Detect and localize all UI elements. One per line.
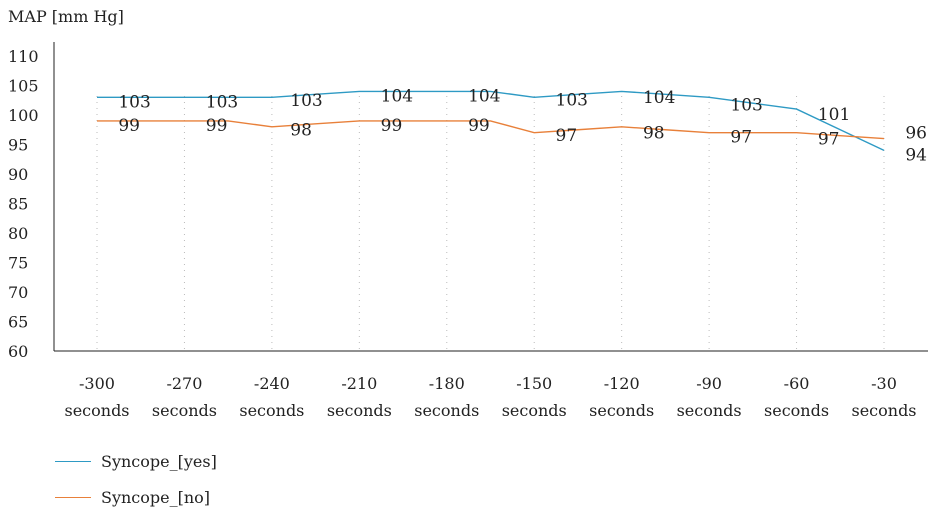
legend-item-syncope-no: Syncope_[no] bbox=[55, 486, 217, 508]
y-tick-label: 85 bbox=[8, 195, 28, 214]
data-label: 104 bbox=[643, 88, 675, 108]
data-label: 96 bbox=[905, 124, 927, 144]
x-tick-label: -30 bbox=[871, 374, 897, 393]
y-tick-label: 90 bbox=[8, 165, 28, 184]
map-line-chart: MAP [mm Hg] 110 105 100 95 90 85 80 75 70 65 60 -300… bbox=[8, 7, 928, 420]
legend-item-syncope-yes: Syncope_[yes] bbox=[55, 450, 217, 472]
legend-label-syncope-no: Syncope_[no] bbox=[101, 487, 211, 507]
data-label: 98 bbox=[290, 120, 312, 140]
y-tick-label: 75 bbox=[8, 254, 28, 273]
series-line-syncope-no bbox=[97, 120, 885, 140]
data-label: 104 bbox=[381, 86, 413, 106]
x-tick-label: -300 bbox=[79, 374, 115, 393]
chart-legend: Syncope_[yes] Syncope_[no] bbox=[55, 450, 217, 522]
y-tick-label: 65 bbox=[8, 313, 28, 332]
y-tick-label: 110 bbox=[8, 47, 39, 66]
data-label: 101 bbox=[818, 105, 850, 125]
x-tick-unit: seconds bbox=[851, 401, 916, 420]
data-label: 99 bbox=[118, 116, 140, 136]
x-tick-label: -270 bbox=[166, 374, 202, 393]
data-label: 97 bbox=[730, 128, 752, 148]
data-label: 99 bbox=[381, 116, 403, 136]
y-tick-label: 105 bbox=[8, 77, 39, 96]
x-tick-label: -60 bbox=[784, 374, 810, 393]
series-line-syncope-yes bbox=[97, 90, 885, 152]
y-tick-label: 80 bbox=[8, 224, 28, 243]
x-tick-unit: seconds bbox=[239, 401, 304, 420]
data-label: 103 bbox=[730, 95, 762, 115]
data-label: 103 bbox=[556, 91, 588, 111]
x-tick-unit: seconds bbox=[414, 401, 479, 420]
x-tick-unit: seconds bbox=[64, 401, 129, 420]
data-label: 97 bbox=[818, 129, 840, 149]
legend-label-syncope-yes: Syncope_[yes] bbox=[101, 451, 217, 471]
data-label: 99 bbox=[468, 116, 490, 136]
data-label: 99 bbox=[206, 116, 228, 136]
x-tick-label: -120 bbox=[604, 374, 640, 393]
data-label: 97 bbox=[556, 126, 578, 146]
y-tick-label: 100 bbox=[8, 106, 39, 125]
data-label: 98 bbox=[643, 123, 665, 143]
legend-swatch-syncope-no bbox=[55, 496, 91, 498]
x-tick-label: -180 bbox=[429, 374, 465, 393]
data-label: 103 bbox=[290, 91, 322, 111]
x-tick-label: -240 bbox=[254, 374, 290, 393]
data-label: 103 bbox=[206, 92, 238, 112]
x-tick-unit: seconds bbox=[502, 401, 567, 420]
x-tick-label: -90 bbox=[696, 374, 722, 393]
x-tick-label: -210 bbox=[341, 374, 377, 393]
legend-swatch-syncope-yes bbox=[55, 460, 91, 462]
y-axis-title: MAP [mm Hg] bbox=[8, 7, 124, 26]
x-tick-label: -150 bbox=[516, 374, 552, 393]
x-tick-unit: seconds bbox=[327, 401, 392, 420]
y-tick-label: 70 bbox=[8, 283, 28, 302]
data-label: 104 bbox=[468, 86, 500, 106]
data-label: 103 bbox=[118, 92, 150, 112]
data-label: 94 bbox=[905, 145, 927, 165]
x-tick-unit: seconds bbox=[677, 401, 742, 420]
y-tick-label: 95 bbox=[8, 136, 28, 155]
x-tick-unit: seconds bbox=[764, 401, 829, 420]
x-tick-unit: seconds bbox=[152, 401, 217, 420]
y-tick-label: 60 bbox=[8, 342, 28, 361]
x-tick-unit: seconds bbox=[589, 401, 654, 420]
